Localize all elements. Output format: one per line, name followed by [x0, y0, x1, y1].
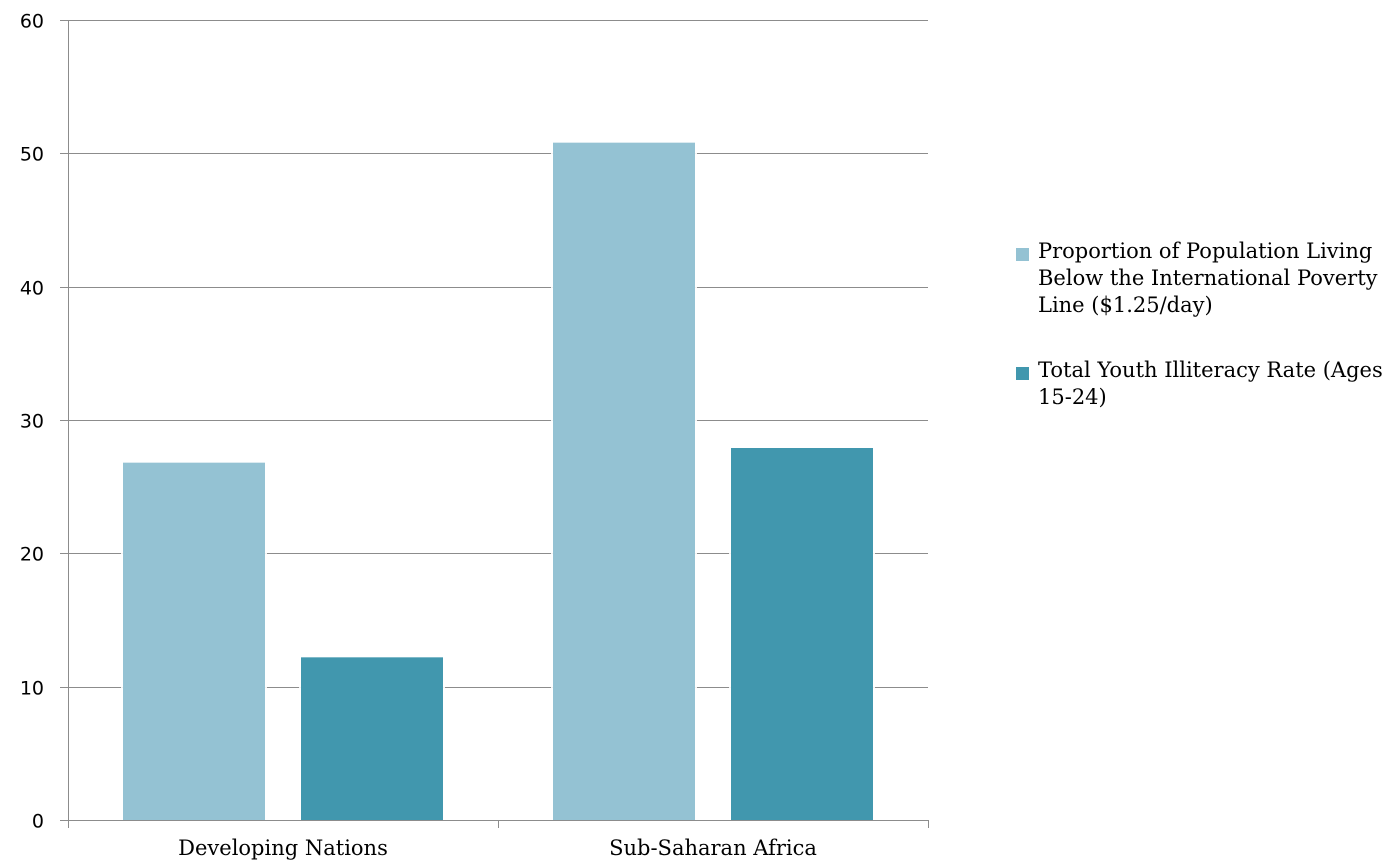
bar [553, 142, 695, 820]
y-tick-label: 50 [20, 144, 44, 166]
x-category-label: Developing Nations [178, 836, 388, 860]
legend-item-illiteracy: Total Youth Illiteracy Rate (Ages 15-24) [1016, 357, 1396, 411]
labels: 0 10 20 30 40 50 60 Developing Nations Sub-Sahar… [20, 11, 817, 861]
y-tick-label: 60 [20, 11, 44, 33]
y-tick-label: 10 [20, 678, 44, 700]
legend-label-illiteracy: Total Youth Illiteracy Rate (Ages 15-24) [1038, 358, 1383, 409]
x-category-label: Sub-Saharan Africa [609, 836, 817, 860]
y-tick-label: 30 [20, 411, 44, 433]
y-tick-label: 40 [20, 278, 44, 300]
bar [731, 448, 873, 820]
y-tick-label: 20 [20, 544, 44, 566]
legend-label-poverty: Proportion of Population Living Below th… [1038, 239, 1378, 317]
y-tick-label: 0 [32, 811, 44, 833]
axes [60, 20, 929, 828]
bars [121, 140, 875, 820]
legend: Proportion of Population Living Below th… [1016, 238, 1396, 449]
bar [301, 657, 443, 820]
legend-swatch-poverty [1016, 248, 1029, 261]
legend-swatch-illiteracy [1016, 367, 1029, 380]
bar [123, 462, 265, 820]
legend-item-poverty: Proportion of Population Living Below th… [1016, 238, 1396, 319]
